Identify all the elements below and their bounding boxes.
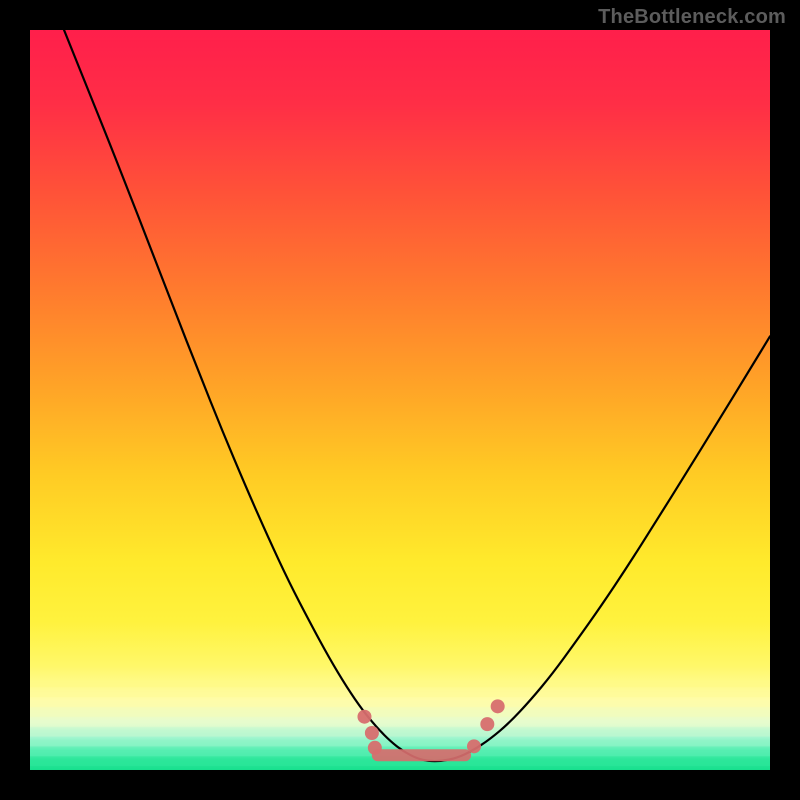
chart-svg — [0, 0, 800, 800]
bottleneck-chart: TheBottleneck.com — [0, 0, 800, 800]
watermark-text: TheBottleneck.com — [598, 6, 786, 29]
plot-background — [30, 30, 770, 770]
